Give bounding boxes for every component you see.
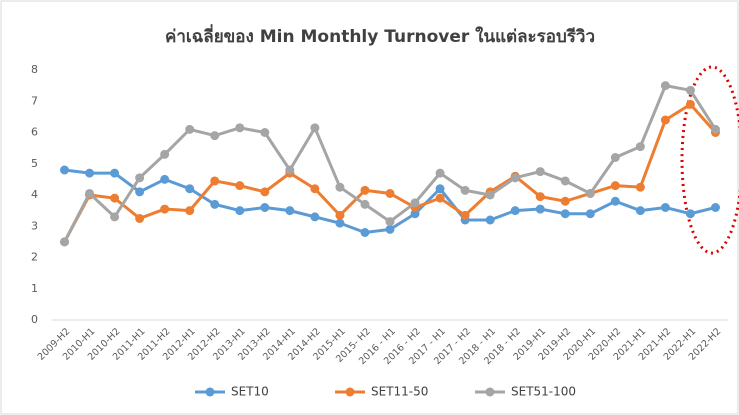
data-point: [385, 217, 395, 227]
y-tick-label: 4: [31, 188, 38, 201]
y-tick-label: 5: [31, 157, 38, 170]
data-point: [135, 173, 145, 183]
data-point: [85, 168, 95, 178]
legend-marker: [205, 387, 215, 397]
data-point: [110, 212, 120, 222]
data-point: [310, 123, 320, 133]
data-point: [135, 187, 145, 197]
y-tick-label: 0: [31, 313, 38, 326]
data-point: [360, 185, 370, 195]
data-point: [410, 209, 420, 219]
data-point: [685, 85, 695, 95]
data-point: [660, 203, 670, 212]
y-tick-label: 6: [31, 126, 38, 139]
data-point: [60, 165, 70, 175]
data-point: [335, 210, 345, 220]
data-point: [485, 215, 495, 225]
y-tick-label: 2: [31, 251, 38, 264]
data-point: [135, 213, 145, 223]
data-point: [660, 115, 670, 125]
data-point: [260, 128, 270, 137]
data-point: [285, 206, 295, 216]
y-tick-label: 1: [31, 282, 38, 295]
legend-label: SET10: [231, 385, 269, 399]
data-point: [235, 181, 245, 191]
data-point: [710, 203, 720, 212]
data-point: [210, 131, 220, 141]
data-point: [385, 188, 395, 198]
data-point: [335, 218, 345, 228]
data-point: [635, 206, 645, 216]
data-point: [710, 124, 720, 134]
data-point: [410, 198, 420, 208]
data-point: [560, 196, 570, 206]
data-point: [110, 168, 120, 178]
data-point: [235, 123, 245, 133]
data-point: [335, 182, 345, 192]
data-point: [635, 182, 645, 192]
data-point: [60, 237, 70, 247]
data-point: [310, 184, 320, 194]
data-point: [360, 228, 370, 237]
data-point: [185, 184, 195, 194]
data-point: [610, 196, 620, 206]
data-point: [160, 204, 170, 214]
data-point: [560, 176, 570, 186]
data-point: [485, 190, 495, 200]
data-point: [210, 176, 220, 186]
data-point: [535, 204, 545, 214]
data-point: [610, 181, 620, 191]
data-point: [685, 99, 695, 109]
data-point: [160, 174, 170, 184]
legend-label: SET51-100: [511, 385, 576, 399]
data-point: [435, 184, 445, 194]
data-point: [360, 199, 370, 209]
data-point: [685, 209, 695, 219]
data-point: [235, 206, 245, 216]
legend-marker: [485, 387, 495, 397]
y-tick-label: 8: [31, 63, 38, 76]
data-point: [460, 185, 470, 195]
data-point: [210, 199, 220, 209]
y-tick-label: 3: [31, 219, 38, 232]
highlight-ellipse: [680, 65, 739, 255]
data-point: [160, 149, 170, 159]
data-point: [435, 168, 445, 178]
data-point: [85, 188, 95, 198]
data-point: [435, 193, 445, 203]
data-point: [660, 81, 670, 91]
data-point: [285, 165, 295, 175]
data-point: [260, 187, 270, 197]
data-point: [310, 212, 320, 222]
data-point: [185, 206, 195, 216]
legend-label: SET11-50: [371, 385, 428, 399]
data-point: [610, 153, 620, 162]
data-point: [460, 210, 470, 220]
data-point: [385, 224, 395, 234]
legend-marker: [345, 387, 355, 397]
data-point: [585, 209, 595, 219]
data-point: [510, 206, 520, 216]
data-point: [510, 173, 520, 183]
data-point: [635, 142, 645, 152]
chart-title: ค่าเฉลี่ยของ Min Monthly Turnover ในแต่ล…: [165, 24, 595, 47]
data-point: [185, 124, 195, 134]
data-point: [260, 203, 270, 212]
y-tick-label: 7: [31, 94, 38, 107]
data-point: [585, 188, 595, 198]
data-point: [535, 192, 545, 202]
data-point: [560, 209, 570, 219]
data-point: [535, 167, 545, 177]
data-point: [110, 193, 120, 203]
